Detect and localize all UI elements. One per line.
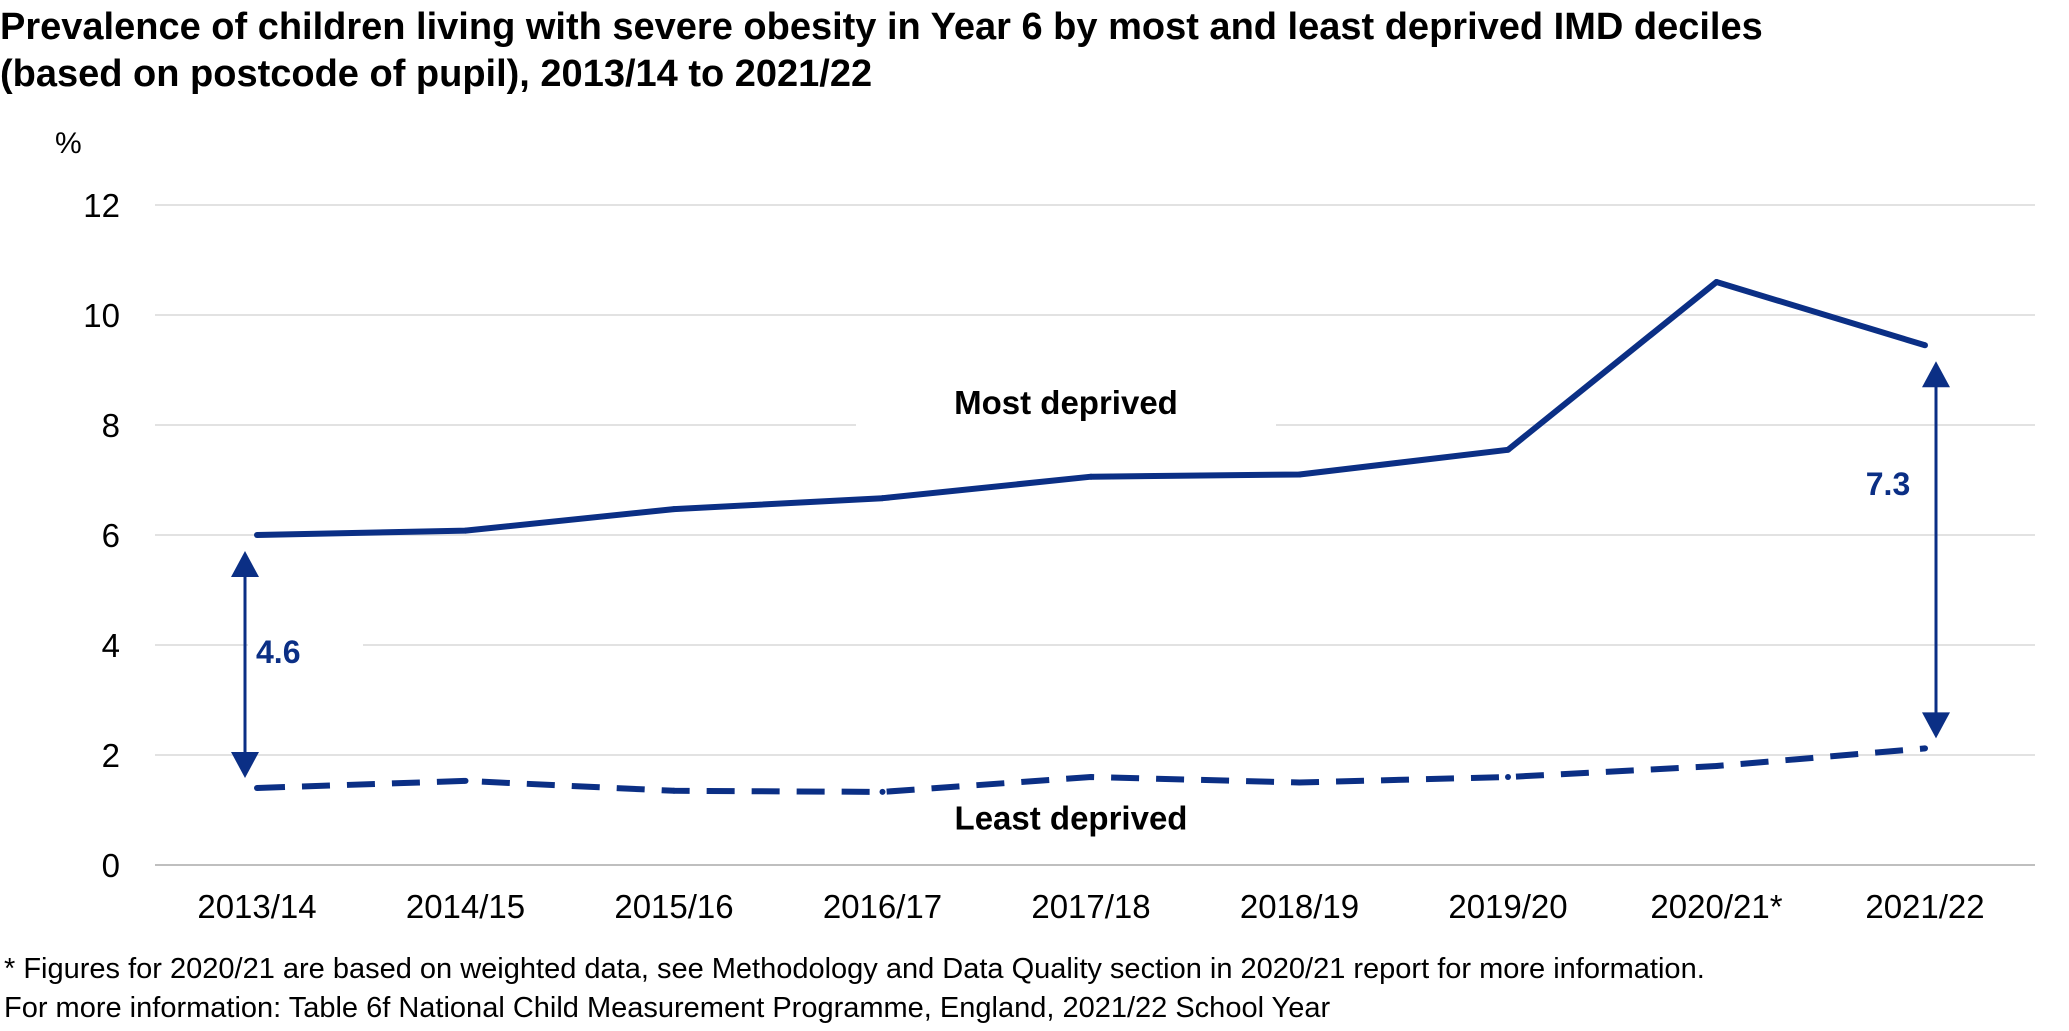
gap-arrow-head-top-2013-14: [231, 551, 259, 577]
least-deprived-label: Least deprived: [955, 799, 1188, 836]
x-tick-2021-22: 2021/22: [1865, 888, 1984, 925]
least-deprived-point-2016-17: [879, 788, 886, 795]
most-deprived-point-2018-19: [1296, 471, 1303, 478]
most-deprived-label-background: [856, 378, 1276, 428]
least-deprived-point-2013-14: [254, 785, 260, 791]
y-axis-tick-labels: 0 2 4 6 8 10 12: [83, 187, 120, 884]
most-deprived-point-2017-18: [1088, 473, 1094, 480]
most-deprived-point-2014-15: [462, 527, 469, 534]
y-tick-6: 6: [102, 517, 120, 554]
gap-arrow-head-bottom-2013-14: [231, 752, 259, 778]
least-deprived-point-2019-20: [1505, 774, 1511, 780]
series-lines: [254, 279, 1928, 795]
most-deprived-point-2013-14: [254, 532, 260, 538]
y-tick-4: 4: [102, 627, 120, 664]
y-tick-2: 2: [102, 737, 120, 774]
chart-title: Prevalence of children living with sever…: [0, 4, 2060, 98]
most-deprived-point-2015-16: [671, 506, 677, 513]
chart-title-line-2: (based on postcode of pupil), 2013/14 to…: [0, 53, 873, 95]
x-tick-2019-20: 2019/20: [1448, 888, 1567, 925]
footnote-source: For more information: Table 6f National …: [4, 992, 1331, 1024]
least-deprived-point-2020-21: [1713, 763, 1720, 769]
x-tick-2015-16: 2015/16: [614, 888, 733, 925]
x-tick-2018-19: 2018/19: [1240, 888, 1359, 925]
least-deprived-label-background: [881, 795, 1261, 842]
most-deprived-point-2021-22: [1922, 342, 1928, 349]
gridlines: [155, 204, 2035, 756]
least-deprived-point-2018-19: [1296, 779, 1303, 786]
x-tick-2014-15: 2014/15: [406, 888, 525, 925]
series-labels: Most deprived Least deprived: [856, 378, 1276, 842]
x-tick-2017-18: 2017/18: [1031, 888, 1150, 925]
most-deprived-label: Most deprived: [954, 384, 1178, 421]
gap-arrow-head-top-2021-22: [1922, 361, 1950, 388]
x-tick-2020-21: 2020/21*: [1650, 888, 1782, 925]
y-tick-10: 10: [83, 297, 120, 334]
gap-arrow-head-bottom-2021-22: [1922, 712, 1950, 739]
least-deprived-point-2015-16: [671, 787, 677, 794]
most-deprived-point-2019-20: [1505, 446, 1511, 453]
x-axis-tick-labels: 2013/14 2014/15 2015/16 2016/17 2017/18 2018/…: [197, 888, 1984, 925]
gap-label-2013-14: 4.6: [256, 634, 300, 670]
y-tick-8: 8: [102, 407, 120, 444]
chart-title-line-1: Prevalence of children living with sever…: [0, 6, 1763, 48]
least-deprived-point-2014-15: [462, 777, 469, 784]
x-tick-2016-17: 2016/17: [823, 888, 942, 925]
y-axis-unit-label: %: [55, 127, 82, 160]
most-deprived-point-2016-17: [879, 495, 886, 502]
x-tick-2013-14: 2013/14: [197, 888, 316, 925]
gap-annotations: 4.6 7.3: [231, 361, 1950, 778]
footnotes: * Figures for 2020/21 are based on weigh…: [4, 950, 1705, 1028]
least-deprived-point-2021-22: [1922, 745, 1928, 752]
footnote-weighted-data: * Figures for 2020/21 are based on weigh…: [4, 953, 1705, 985]
y-tick-0: 0: [102, 847, 120, 884]
y-tick-12: 12: [83, 187, 120, 224]
most-deprived-point-2020-21: [1713, 279, 1720, 285]
gap-label-background-2013-14: [248, 622, 363, 678]
gap-label-2021-22: 7.3: [1866, 466, 1910, 502]
least-deprived-point-2017-18: [1088, 774, 1094, 780]
